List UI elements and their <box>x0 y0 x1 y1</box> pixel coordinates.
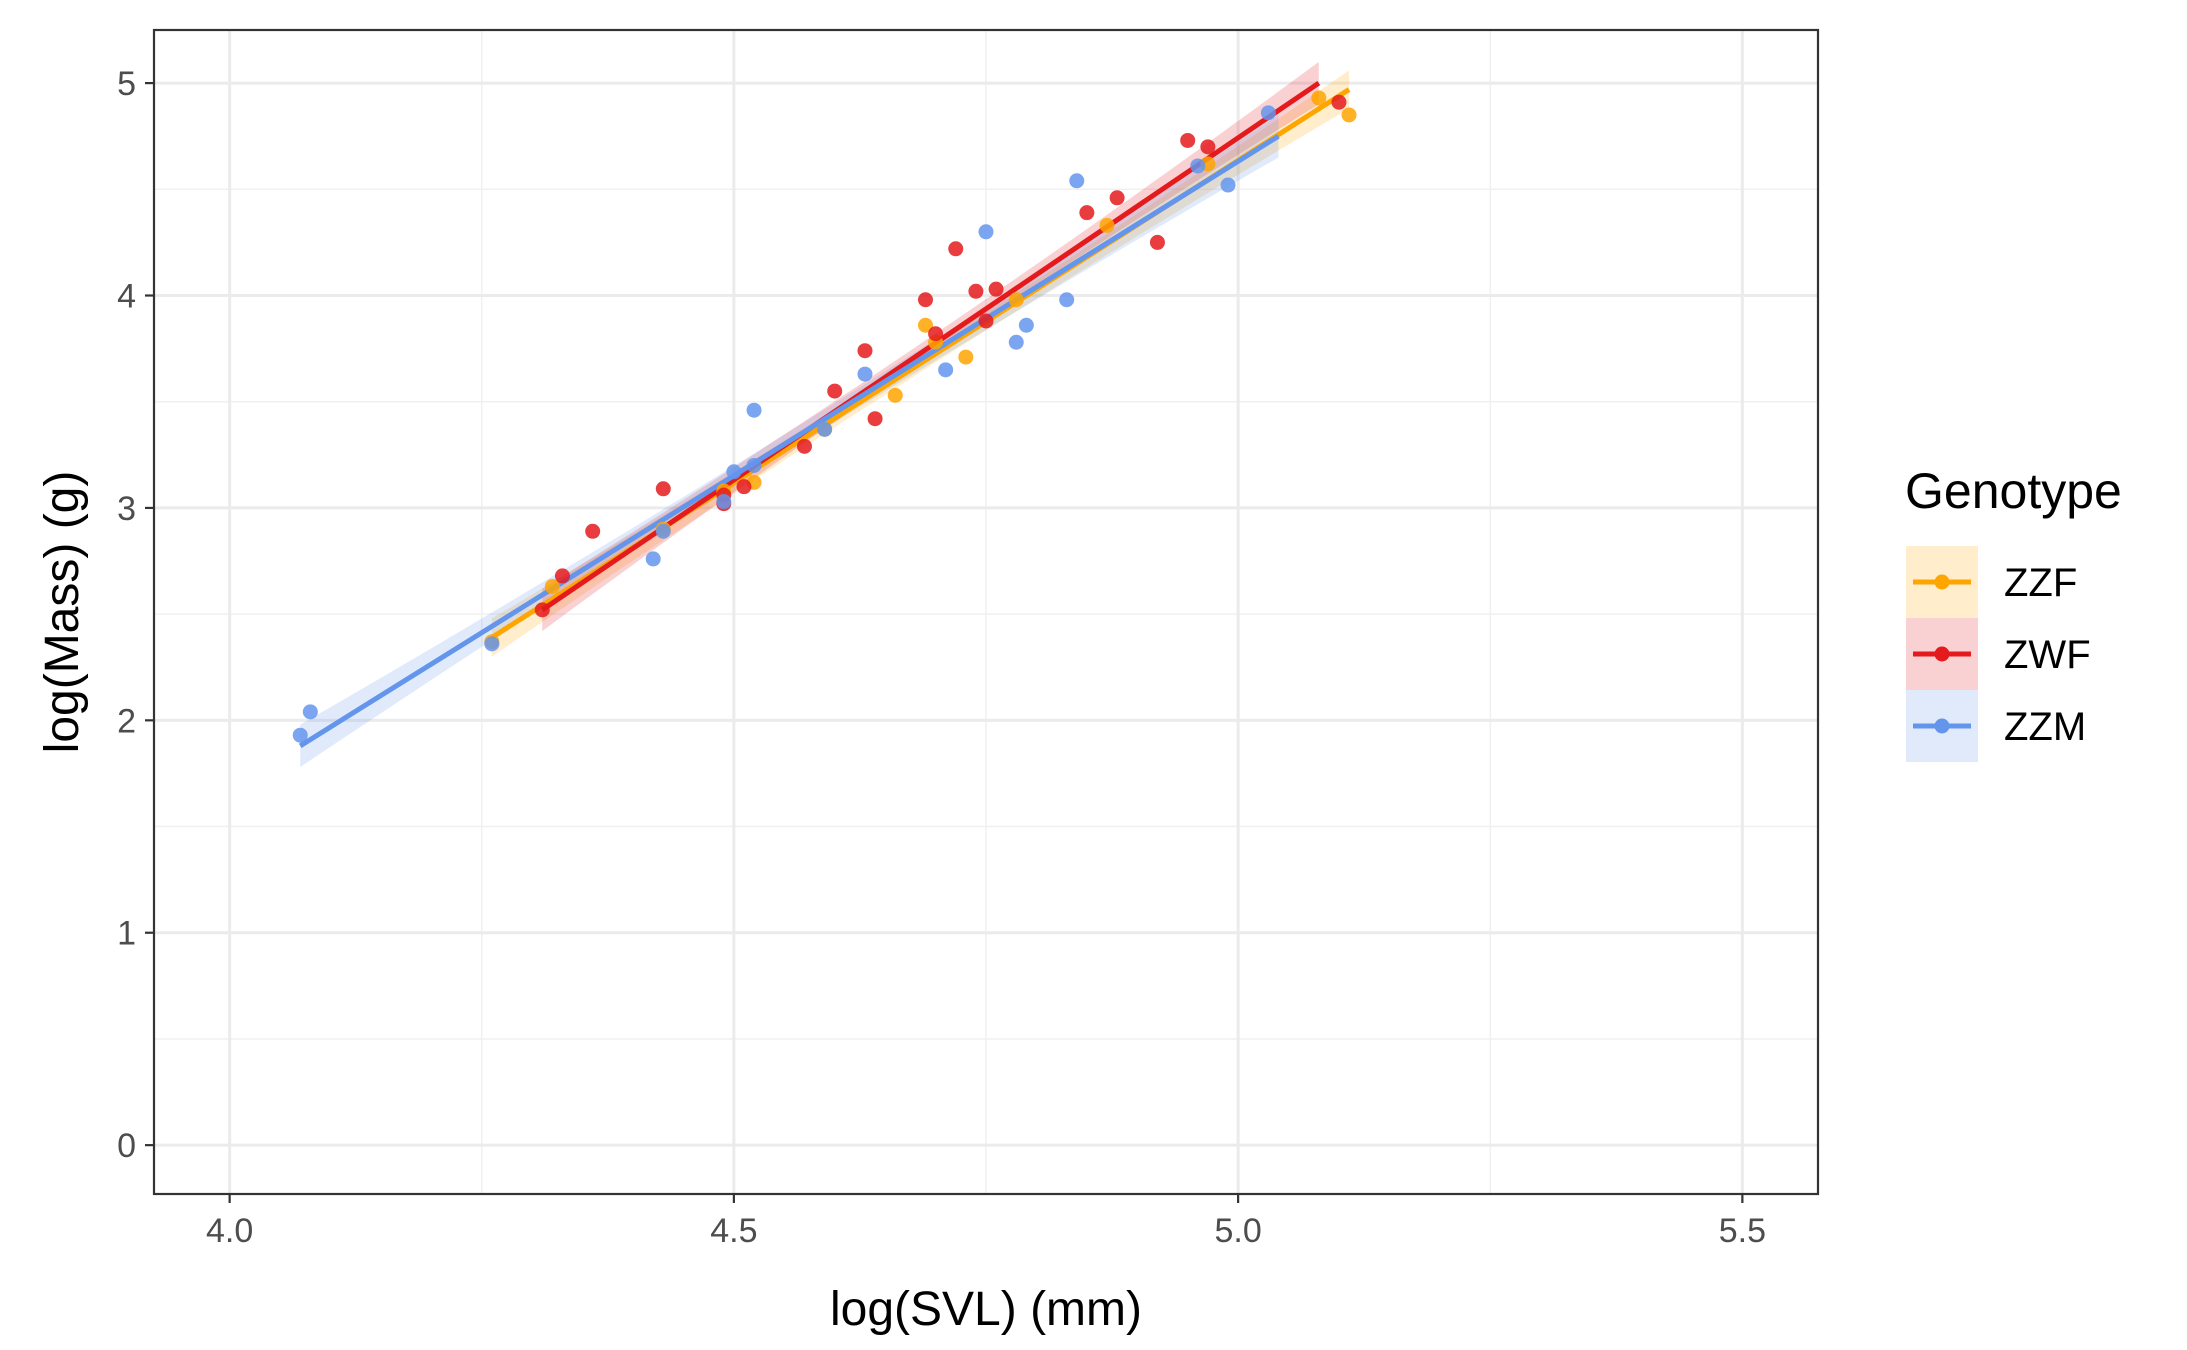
data-point-ZZF <box>1008 292 1024 308</box>
data-point-ZZM <box>1059 292 1075 308</box>
data-point-ZZM <box>746 402 762 418</box>
data-point-ZWF <box>1079 205 1095 221</box>
legend-item-ZWF: ZWF <box>1906 618 2091 690</box>
data-point-ZZM <box>746 457 762 473</box>
data-point-ZZF <box>544 579 560 595</box>
x-axis-title: log(SVL) (mm) <box>830 1283 1142 1336</box>
legend-label: ZWF <box>2004 633 2091 677</box>
grid-minor <box>154 30 1818 1194</box>
x-tick-label: 4.0 <box>206 1212 253 1250</box>
y-tick-label: 0 <box>117 1127 136 1165</box>
y-tick-label: 4 <box>117 278 136 316</box>
data-point-ZWF <box>917 292 933 308</box>
data-point-ZWF <box>867 411 883 427</box>
data-point-ZZM <box>726 464 742 480</box>
data-point-ZZM <box>484 636 500 652</box>
data-point-ZWF <box>1200 139 1216 155</box>
data-point-ZZM <box>1260 105 1276 121</box>
legend: Genotype ZZF ZWF ZZM <box>1905 463 2122 762</box>
data-point-ZWF <box>1180 132 1196 148</box>
data-point-ZZM <box>645 551 661 567</box>
data-point-ZZF <box>958 349 974 365</box>
data-point-ZZF <box>887 387 903 403</box>
data-point-ZZM <box>292 727 308 743</box>
data-point-ZWF <box>655 481 671 497</box>
data-point-ZZM <box>1190 158 1206 174</box>
data-point-ZWF <box>585 523 601 539</box>
legend-key-point <box>1934 574 1950 590</box>
data-point-ZWF <box>988 281 1004 297</box>
data-point-ZWF <box>554 568 570 584</box>
data-point-ZZM <box>302 704 318 720</box>
y-tick-label: 2 <box>117 702 136 740</box>
data-point-ZWF <box>1331 94 1347 110</box>
y-axis-title: log(Mass) (g) <box>36 471 89 754</box>
data-point-ZZM <box>655 523 671 539</box>
data-point-ZZM <box>978 224 994 240</box>
data-point-ZWF <box>857 343 873 359</box>
data-point-ZWF <box>928 326 944 342</box>
data-point-ZZM <box>1220 177 1236 193</box>
legend-label: ZZF <box>2004 561 2077 605</box>
y-tick-label: 3 <box>117 490 136 528</box>
data-point-ZZM <box>817 421 833 437</box>
x-tick-label: 4.5 <box>710 1212 757 1250</box>
x-axis: 4.0 4.5 5.0 5.5 <box>206 1194 1766 1250</box>
y-tick-label: 5 <box>117 65 136 103</box>
data-point-ZZM <box>1008 334 1024 350</box>
data-point-ZZM <box>938 362 954 378</box>
data-point-ZWF <box>1109 190 1125 206</box>
data-point-ZZF <box>1341 107 1357 123</box>
legend-title: Genotype <box>1905 463 2122 519</box>
data-point-ZWF <box>978 313 994 329</box>
data-point-ZWF <box>1149 234 1165 250</box>
data-point-ZWF <box>948 241 964 257</box>
legend-label: ZZM <box>2004 705 2086 749</box>
legend-item-ZZF: ZZF <box>1906 546 2077 618</box>
y-tick-label: 1 <box>117 915 136 953</box>
legend-key-point <box>1934 718 1950 734</box>
data-point-ZWF <box>736 479 752 495</box>
y-axis: 0 1 2 3 4 5 <box>117 65 154 1165</box>
data-point-ZZF <box>917 317 933 333</box>
data-point-ZWF <box>796 438 812 454</box>
data-points <box>292 90 1357 743</box>
x-tick-label: 5.0 <box>1214 1212 1261 1250</box>
data-point-ZZF <box>1099 217 1115 233</box>
x-tick-label: 5.5 <box>1719 1212 1766 1250</box>
legend-item-ZZM: ZZM <box>1906 690 2086 762</box>
data-point-ZWF <box>968 283 984 299</box>
plot-border <box>152 28 1820 1196</box>
data-point-ZZM <box>857 366 873 382</box>
data-point-ZZM <box>716 494 732 510</box>
data-point-ZZM <box>1018 317 1034 333</box>
data-point-ZZF <box>1311 90 1327 106</box>
fit-line-ZZM <box>298 134 1280 748</box>
data-point-ZWF <box>827 383 843 399</box>
legend-key-point <box>1934 646 1950 662</box>
grid-major <box>154 30 1818 1194</box>
data-point-ZZM <box>1069 173 1085 189</box>
data-point-ZWF <box>534 602 550 618</box>
